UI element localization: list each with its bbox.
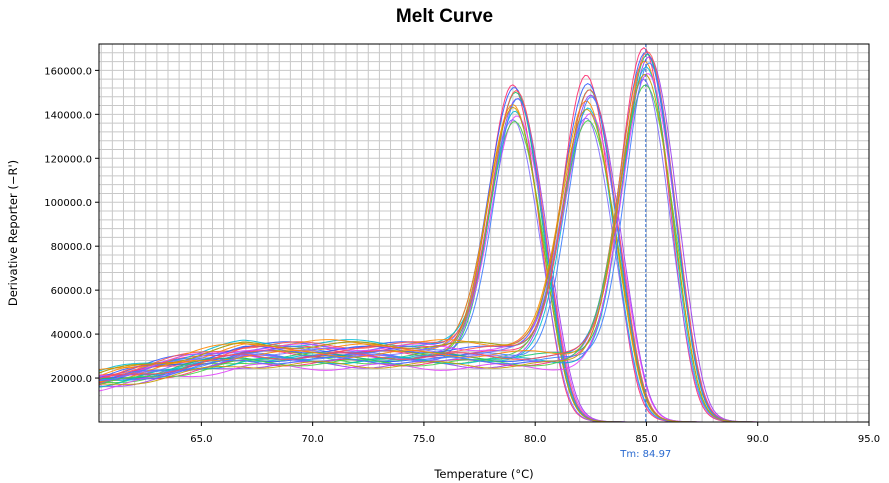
- x-tick-label: 85.0: [635, 434, 657, 445]
- x-tick-label: 65.0: [190, 434, 212, 445]
- melt-curve: [98, 98, 869, 423]
- melt-curve: [98, 94, 869, 423]
- melt-curve: [98, 120, 869, 423]
- tick-layer: 65.0 70.0 75.0 80.0 85.0 90.0 95.0 20000.0 40000…: [44, 66, 880, 445]
- threshold-layer: Tm: 84.97: [619, 44, 671, 460]
- y-tick-label: 140000.0: [44, 110, 92, 121]
- y-tick-label: 40000.0: [51, 330, 92, 341]
- melt-curve: [98, 119, 869, 423]
- y-tick-label: 60000.0: [51, 286, 92, 297]
- plot-frame: [98, 43, 870, 423]
- x-tick-label: 90.0: [747, 434, 769, 445]
- melt-curve: [98, 91, 869, 423]
- x-tick-label: 95.0: [858, 434, 880, 445]
- melt-curve: [98, 115, 869, 423]
- y-tick-label: 160000.0: [44, 66, 92, 77]
- y-tick-label: 100000.0: [44, 198, 92, 209]
- y-tick-label: 20000.0: [51, 374, 92, 385]
- melt-curve: [98, 98, 869, 423]
- x-tick-label: 80.0: [524, 434, 546, 445]
- y-tick-label: 120000.0: [44, 154, 92, 165]
- x-axis-label: Temperature (°C): [433, 467, 533, 481]
- melt-curve: [98, 117, 869, 423]
- tm-label: Tm: 84.97: [619, 449, 671, 460]
- y-tick-label: 80000.0: [51, 242, 92, 253]
- x-tick-label: 70.0: [302, 434, 324, 445]
- x-tick-label: 75.0: [413, 434, 435, 445]
- chart-title: Melt Curve: [395, 6, 494, 27]
- melt-curve: [98, 96, 869, 423]
- y-axis-label: Derivative Reporter (−R'): [6, 160, 20, 306]
- curve-layer: [98, 47, 869, 423]
